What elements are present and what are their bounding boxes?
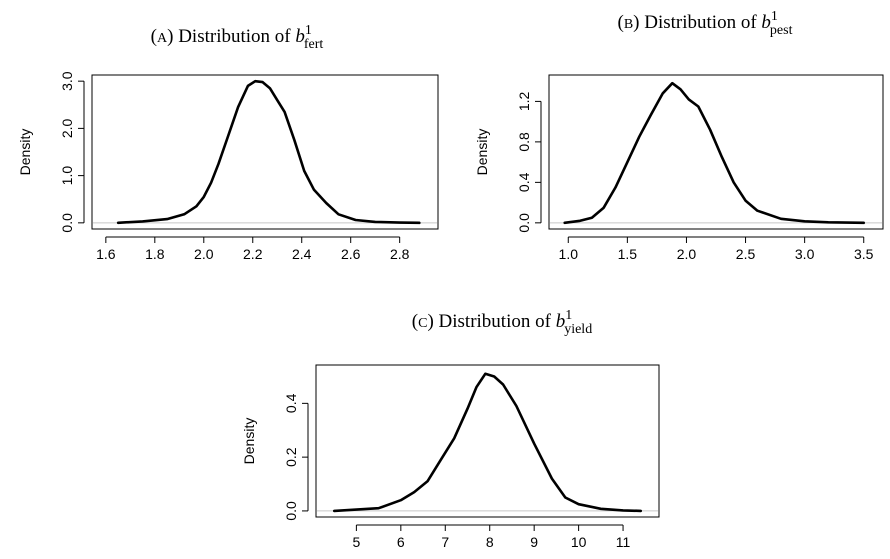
y-axis: 0.0 0.4 0.8 1.2 [516, 91, 542, 233]
x-tick-label: 1.8 [145, 246, 165, 262]
x-tick-label: 8 [486, 534, 494, 550]
x-tick-label: 3.0 [795, 246, 815, 262]
x-tick-label: 2.6 [341, 246, 361, 262]
x-axis: 1.0 1.5 2.0 2.5 3.0 3.5 [559, 236, 874, 262]
x-tick-label: 1.6 [96, 246, 116, 262]
y-tick-label: 0.4 [283, 393, 299, 413]
y-tick-label: 1.0 [59, 166, 75, 186]
y-tick-label: 0.0 [283, 501, 299, 521]
x-axis: 1.6 1.8 2.0 2.2 2.4 2.6 2.8 [96, 236, 410, 262]
y-axis-label: Density [474, 129, 490, 176]
plot-frame [315, 364, 660, 518]
y-axis-label: Density [241, 418, 257, 465]
y-tick-label: 0.2 [283, 447, 299, 467]
chart-caption: (B) Distribution of b1 pest [618, 9, 793, 38]
chart-caption: (A) Distribution of b1 fert [151, 23, 324, 52]
y-tick-label: 0.8 [516, 132, 532, 152]
x-tick-label: 1.5 [618, 246, 638, 262]
x-tick-label: 5 [352, 534, 360, 550]
density-curve [116, 79, 421, 225]
y-tick-label: 1.2 [516, 91, 532, 111]
x-tick-label: 2.4 [292, 246, 312, 262]
x-tick-label: 3.5 [854, 246, 874, 262]
chart-panel-a: (A) Distribution of b1 fert 1.6 1.8 2.0 2.2 2.… [17, 23, 439, 262]
chart-panel-b: (B) Distribution of b1 pest 1.0 1.5 2.0 2.5 3.… [474, 9, 884, 262]
y-axis: 0.0 0.2 0.4 [283, 393, 309, 521]
x-tick-label: 2.2 [243, 246, 263, 262]
x-tick-label: 2.0 [677, 246, 697, 262]
x-tick-label: 1.0 [559, 246, 579, 262]
plot-frame [91, 74, 439, 230]
x-tick-label: 11 [616, 534, 631, 550]
y-axis: 0.0 1.0 2.0 3.0 [59, 71, 85, 233]
density-curve [563, 81, 865, 225]
x-tick-label: 10 [571, 534, 587, 550]
y-tick-label: 2.0 [59, 118, 75, 138]
x-tick-label: 6 [397, 534, 405, 550]
y-tick-label: 3.0 [59, 71, 75, 91]
density-curve [332, 372, 643, 513]
chart-caption: (C) Distribution of b1 yield [412, 308, 592, 337]
plot-frame [548, 74, 884, 230]
y-tick-label: 0.4 [516, 172, 532, 192]
x-tick-label: 2.0 [194, 246, 214, 262]
x-tick-label: 2.5 [736, 246, 756, 262]
x-tick-label: 9 [530, 534, 538, 550]
y-tick-label: 0.0 [516, 213, 532, 233]
x-tick-label: 2.8 [390, 246, 410, 262]
x-tick-label: 7 [441, 534, 449, 550]
x-axis: 5 6 7 8 9 10 11 [352, 524, 631, 550]
y-axis-label: Density [17, 129, 33, 176]
y-tick-label: 0.0 [59, 213, 75, 233]
